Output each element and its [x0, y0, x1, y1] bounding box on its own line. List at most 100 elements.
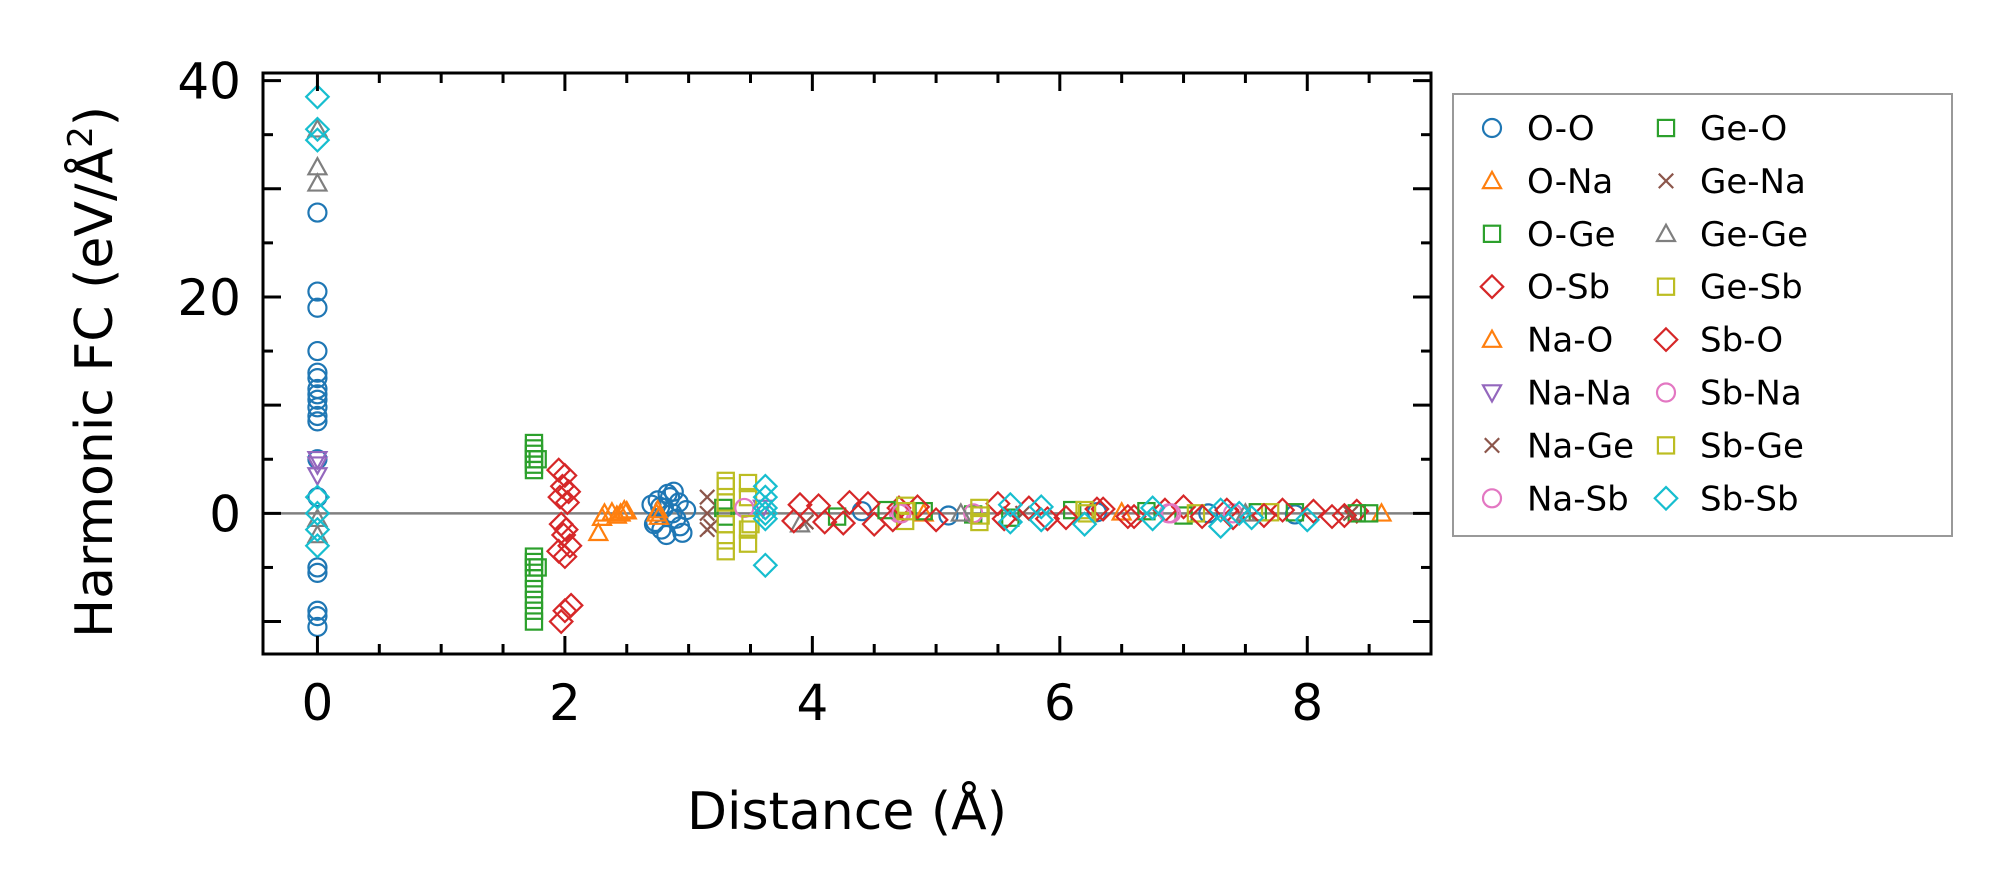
data-point [752, 500, 779, 527]
data-point [524, 455, 544, 474]
data-point [306, 172, 329, 192]
data-point [307, 487, 328, 508]
data-point [528, 558, 547, 577]
data-point [304, 500, 331, 527]
legend-item: Na-Na [1481, 374, 1632, 414]
data-point [891, 503, 912, 524]
data-point [1269, 497, 1296, 523]
legend-label: O-Ge [1527, 215, 1616, 255]
x-tick-label: 6 [1044, 674, 1076, 732]
data-point [836, 489, 863, 516]
data-point [1294, 507, 1321, 533]
series-sb-ge [741, 501, 1097, 534]
data-point [609, 502, 632, 522]
data-point [923, 507, 949, 533]
legend-label: Ge-O [1700, 109, 1787, 149]
data-point [524, 569, 544, 588]
data-point [1028, 494, 1055, 520]
series-o-sb [545, 457, 1370, 635]
legend-label: Ge-Ge [1700, 215, 1808, 255]
data-point [699, 489, 716, 506]
data-point [1189, 503, 1215, 530]
legend-marker-icon [1653, 485, 1679, 512]
data-point [1062, 500, 1082, 520]
legend-label: Sb-Ge [1700, 426, 1804, 466]
legend-item: Ge-Ge [1655, 215, 1808, 255]
data-point [1034, 505, 1061, 532]
data-point [1359, 504, 1379, 523]
data-point [938, 505, 959, 526]
data-point [997, 509, 1024, 535]
legend-label: Ge-Na [1700, 162, 1806, 202]
data-point [738, 534, 758, 553]
data-point [1115, 503, 1141, 530]
data-point [1028, 507, 1055, 533]
data-point [524, 590, 544, 610]
data-point [830, 510, 857, 536]
data-point [304, 516, 331, 543]
data-point [307, 384, 328, 405]
x-axis-label: Distance (Å) [687, 780, 1007, 842]
data-point [879, 507, 906, 533]
data-point [1300, 498, 1327, 524]
data-point [1077, 504, 1097, 523]
data-point [805, 492, 832, 519]
data-point [716, 477, 735, 496]
x-tick-label: 8 [1291, 674, 1323, 732]
data-point [1139, 495, 1166, 521]
data-point [752, 505, 779, 532]
legend-item: Sb-Ge [1656, 426, 1804, 466]
data-point [304, 116, 331, 143]
data-point [780, 508, 807, 534]
data-point [897, 501, 916, 521]
y-tick-label: 20 [177, 269, 241, 327]
data-point [306, 456, 329, 476]
data-point [524, 547, 544, 566]
data-point [587, 521, 610, 542]
legend-label: Sb-O [1700, 321, 1783, 361]
data-point [716, 531, 735, 550]
data-point [307, 297, 328, 318]
legend-item: Na-O [1481, 321, 1613, 361]
data-point [1170, 494, 1197, 520]
legend-marker-icon [1656, 118, 1676, 138]
legend-item: Ge-Na [1658, 162, 1806, 202]
legend-marker-icon [1658, 172, 1674, 189]
data-point [548, 608, 574, 635]
data-point [554, 489, 581, 516]
data-point [1226, 500, 1253, 527]
legend-label: Sb-Sb [1700, 479, 1799, 519]
data-point [699, 505, 716, 522]
legend-label: O-O [1527, 109, 1595, 149]
legend-item: Sb-O [1653, 321, 1783, 361]
series-sb-sb [304, 83, 1321, 579]
data-point [811, 509, 838, 535]
data-point [524, 433, 544, 453]
data-point [528, 450, 547, 469]
data-point [650, 496, 671, 517]
data-point [307, 405, 328, 427]
data-point [716, 542, 735, 561]
data-point [716, 493, 735, 512]
data-point [307, 600, 328, 621]
data-point [306, 467, 329, 487]
legend-marker-icon [1655, 382, 1677, 403]
data-point [912, 502, 935, 522]
legend-marker-icon [1481, 169, 1503, 190]
legend-label: Na-Sb [1527, 479, 1629, 519]
data-point [997, 491, 1024, 518]
data-point [307, 340, 328, 362]
data-point [716, 471, 735, 491]
legend-item: Na-Sb [1481, 479, 1629, 519]
x-tick-label: 0 [302, 674, 334, 732]
data-point [1110, 501, 1133, 521]
data-point [524, 558, 544, 577]
data-point [304, 533, 331, 559]
series-sb-o [780, 490, 1358, 536]
legend-label: O-Sb [1527, 268, 1610, 308]
data-point [524, 444, 544, 464]
series-ge-ge [306, 117, 1257, 544]
data-point [552, 597, 578, 624]
data-point [307, 397, 328, 418]
